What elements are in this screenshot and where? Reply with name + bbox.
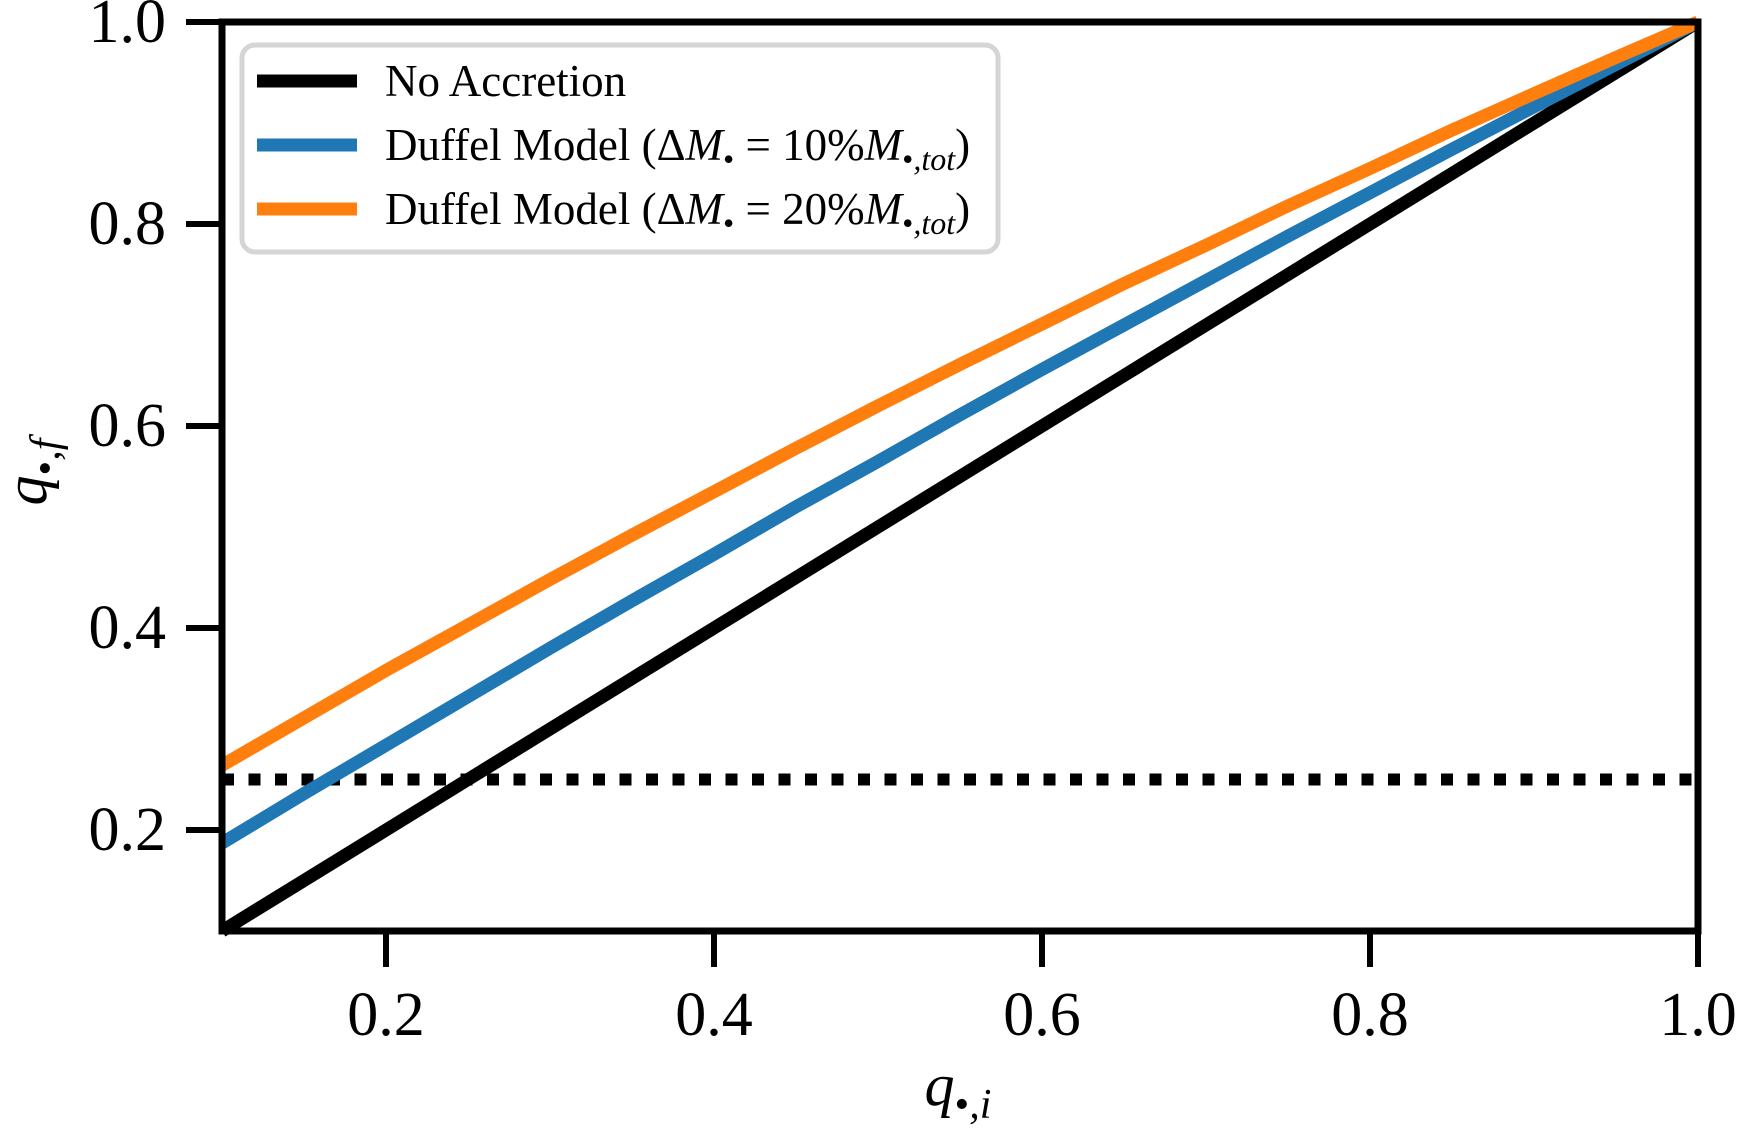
label-subscript: • bbox=[902, 205, 913, 241]
label-text: = 10% bbox=[734, 120, 864, 170]
label-subscript: • bbox=[723, 205, 734, 241]
x-tick-label: 0.6 bbox=[1003, 981, 1081, 1049]
legend-label-duffel-model-m-20-m-tot: Duffel Model (ΔM• = 20%M•,tot) bbox=[385, 184, 970, 241]
y-tick-label: 0.6 bbox=[89, 392, 167, 460]
label-text: M bbox=[864, 120, 905, 170]
series-line-duffel-model-m-20-m-tot bbox=[218, 16, 1701, 772]
y-tick-label: 0.8 bbox=[89, 190, 167, 258]
label-text: Duffel Model (Δ bbox=[385, 184, 686, 234]
x-tick-label: 0.8 bbox=[1331, 981, 1409, 1049]
label-subscript: ,i bbox=[969, 1082, 991, 1128]
label-subscript: • bbox=[723, 141, 734, 177]
x-axis-label: q•,i bbox=[925, 1052, 992, 1128]
y-tick-label: 0.4 bbox=[89, 594, 167, 662]
label-text: ) bbox=[955, 120, 970, 170]
label-subscript: ,tot bbox=[913, 205, 956, 241]
label-text: Duffel Model (Δ bbox=[385, 120, 686, 170]
label-subscript: ,tot bbox=[913, 141, 956, 177]
label-text: M bbox=[864, 184, 905, 234]
label-subscript: • bbox=[902, 141, 913, 177]
x-tick-label: 0.2 bbox=[347, 981, 425, 1049]
legend-label-no-accretion: No Accretion bbox=[385, 56, 626, 106]
y-tick-label: 1.0 bbox=[89, 0, 167, 56]
label-text: q bbox=[925, 1052, 955, 1118]
y-tick-label: 0.2 bbox=[89, 796, 167, 864]
label-text: No Accretion bbox=[385, 56, 626, 106]
label-subscript: • bbox=[955, 1082, 970, 1128]
legend-box bbox=[239, 42, 1001, 255]
label-subscript: • bbox=[23, 461, 69, 476]
plot-frame bbox=[218, 18, 1702, 935]
x-tick-label: 1.0 bbox=[1659, 981, 1737, 1049]
legend-label-duffel-model-m-10-m-tot: Duffel Model (ΔM• = 10%M•,tot) bbox=[385, 120, 970, 177]
label-text: ) bbox=[955, 184, 970, 234]
series-line-no-accretion bbox=[218, 16, 1702, 937]
label-text: M bbox=[685, 184, 726, 234]
label-text: M bbox=[685, 120, 726, 170]
series-line-duffel-model-m-10-m-tot bbox=[218, 16, 1701, 849]
label-text: q bbox=[0, 475, 59, 505]
x-tick-label: 0.4 bbox=[675, 981, 753, 1049]
label-text: = 20% bbox=[734, 184, 864, 234]
